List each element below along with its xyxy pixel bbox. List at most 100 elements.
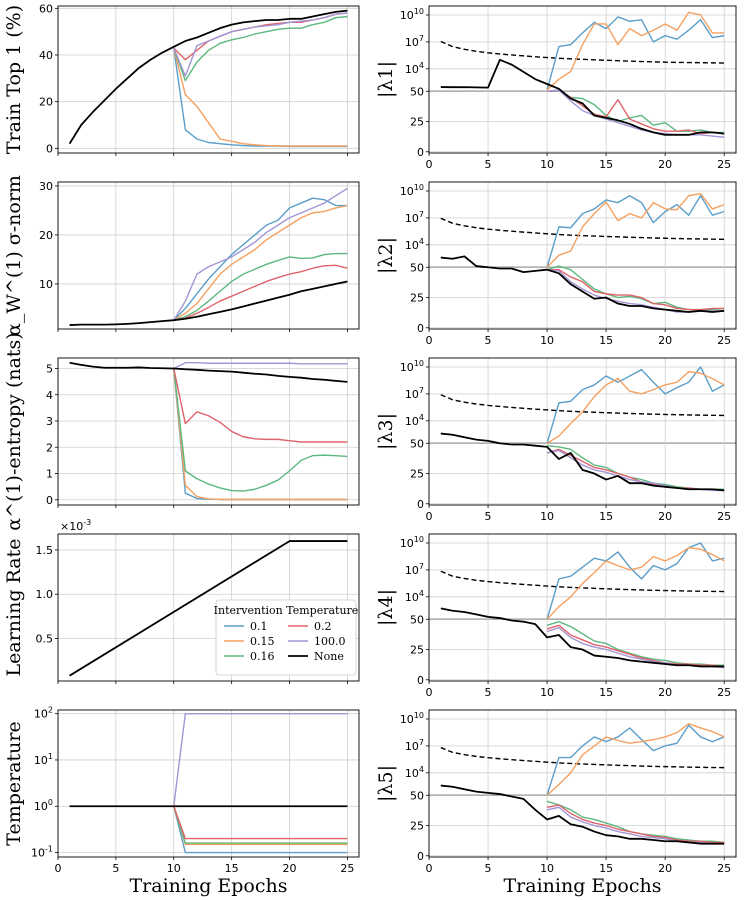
y-axis-label: Train Top 1 (%) [3,5,25,154]
series-line-100-0 [173,187,348,321]
y-tick-label: 30 [39,180,53,193]
x-tick-label: 25 [717,686,731,699]
x-tick-label: 20 [658,686,672,699]
panel-lambda3: 0 5 10 15 20 25 0 25 50 104 107 1010 |λ3| [375,357,737,523]
exponent-label: ×10-3 [60,518,91,533]
axes-frame [428,709,737,858]
series-line-0-2 [173,264,348,321]
dashed-reference-line [440,394,725,417]
series-line-0-2 [546,804,725,844]
axes-frame [428,533,737,682]
series-line-0-15 [546,370,725,444]
series-line-0-16 [546,620,725,666]
series-line-None [440,58,725,136]
series-line-None [69,361,348,383]
y-tick-label: 25 [410,292,424,305]
x-axis-label-left: Training Epochs [129,875,287,897]
x-tick-label: 15 [599,158,613,171]
panel-lambda4: 0 5 10 15 20 25 0 25 50 104 107 1010 |λ4| [375,533,737,699]
legend-title: Intervention Temperature [214,604,359,617]
series-line-0-15 [546,546,725,620]
series-line-100-0 [173,12,348,77]
legend: Intervention Temperature 0.1 0.15 0.16 0.2 10… [214,599,359,676]
y-tick-label: 60 [39,2,53,15]
y-tick-label: 107 [405,34,424,49]
y-tick-label: 104 [405,413,424,428]
y-tick-label: 107 [405,386,424,401]
axes-frame [428,357,737,506]
y-tick-label: 1.0 [36,588,54,601]
x-tick-label: 0 [426,158,433,171]
axes-frame [428,181,737,330]
axes-frame [428,5,737,154]
x-tick-label: 10 [540,510,554,523]
series-line-0-2 [546,624,725,668]
y-tick-label: 0 [46,494,53,507]
legend-box [215,599,357,676]
y-tick-label: 0 [417,146,424,159]
series-line-0-16 [546,800,725,844]
x-tick-label: 5 [485,862,492,875]
y-tick-label: 100 [34,798,53,813]
legend-label: 100.0 [314,635,346,648]
y-tick-label: 25 [410,644,424,657]
y-tick-label: 1010 [400,711,424,726]
y-tick-label: 25 [410,468,424,481]
y-tick-label: 1010 [400,183,424,198]
y-tick-label: 104 [405,61,424,76]
series-line-0-1 [173,806,348,854]
y-tick-label: 10-1 [31,845,53,860]
series-line-0-15 [173,47,348,147]
y-tick-label: 2 [46,441,53,454]
x-tick-label: 20 [658,334,672,347]
y-tick-label: 20 [39,96,53,109]
y-tick-label: 0 [417,850,424,863]
y-tick-label: 1010 [400,7,424,22]
series-line-100-0 [173,712,348,807]
series-line-0-2 [173,805,348,840]
y-tick-label: 102 [34,706,53,721]
y-axis-label: |λ1| [375,61,397,98]
panel-temperature: 0 5 10 15 20 25 10-1 100 101 102 Temperature [3,706,360,875]
series-line-0-1 [173,197,348,321]
series-line-0-2 [547,268,725,311]
series-line-0-16 [173,252,348,321]
series-line-0-16 [173,368,348,492]
y-tick-label: 0 [417,498,424,511]
x-tick-label: 5 [485,686,492,699]
y-tick-label: 0 [417,674,424,687]
y-tick-label: 101 [34,752,53,767]
x-tick-label: 0 [426,334,433,347]
x-tick-label: 20 [283,862,297,875]
x-tick-label: 20 [658,510,672,523]
y-tick-label: 1.5 [36,544,54,557]
dashed-reference-line [440,746,725,769]
dashed-reference-line [440,217,725,241]
x-tick-label: 15 [599,510,613,523]
series-line-0-2 [173,368,348,443]
panel-top1: 0 20 40 60 Train Top 1 (%) [3,2,360,156]
y-axis-label: |λ4| [375,589,397,626]
series-line-None [440,607,725,668]
y-tick-label: 3 [46,415,53,428]
y-tick-label: 50 [410,85,424,98]
x-tick-label: 10 [167,862,181,875]
series-line-0-1 [546,366,725,444]
series-line-0-15 [173,806,348,846]
panel-sigma: 10 20 30 α_W^(1) σ-norm [3,175,360,336]
series-line-0-15 [546,11,725,91]
y-tick-label: 107 [405,738,424,753]
dashed-reference-line [440,40,725,64]
x-tick-label: 0 [55,862,62,875]
y-axis-label: Temperature [3,721,25,845]
x-tick-label: 25 [717,862,731,875]
series-line-None [440,784,725,845]
series-line-0-15 [546,192,725,268]
series-line-0-16 [173,806,348,844]
x-tick-label: 15 [599,334,613,347]
x-tick-label: 0 [426,862,433,875]
y-tick-label: 25 [410,820,424,833]
series-line-None [440,255,725,313]
x-tick-label: 15 [599,862,613,875]
x-tick-label: 20 [658,158,672,171]
